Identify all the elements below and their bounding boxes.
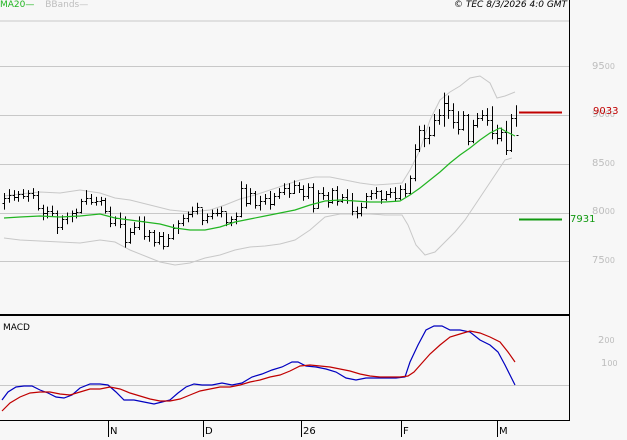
x-tick-M: M: [499, 426, 508, 437]
resistance-label: 9033: [593, 105, 619, 117]
ohlc-bars: [2, 92, 519, 250]
axis-label-7500: 7500: [592, 255, 615, 266]
support-label: 7931: [570, 213, 596, 225]
macd-panel: [1, 325, 516, 412]
legend-bbands: BBands—: [45, 0, 89, 10]
x-tick-D: D: [205, 426, 213, 437]
legend-ma20: MA20—: [0, 0, 35, 10]
copyright-label: © TEC 8/3/2026 4:0 GMT: [454, 0, 568, 10]
axis-label-8000: 8000: [592, 206, 615, 217]
axis-label-9500: 9500: [592, 61, 615, 72]
price-grid: [0, 20, 569, 386]
x-tick-F: F: [403, 426, 409, 437]
chart-frame: [0, 0, 570, 437]
bollinger-bands: [3, 75, 516, 266]
axis-label-9000: 9000: [592, 109, 615, 120]
x-tick-N: N: [110, 426, 118, 437]
ma20-line: [3, 127, 516, 231]
axis-label-8500: 8500: [592, 158, 615, 169]
level-markers: [519, 111, 562, 221]
macd-axis-label-200: 200: [598, 335, 615, 346]
legend: MA20— BBands—: [0, 0, 88, 11]
macd-axis-label-100: 100: [601, 358, 618, 369]
x-tick-26: 26: [303, 426, 316, 437]
macd-title: MACD: [3, 323, 30, 333]
